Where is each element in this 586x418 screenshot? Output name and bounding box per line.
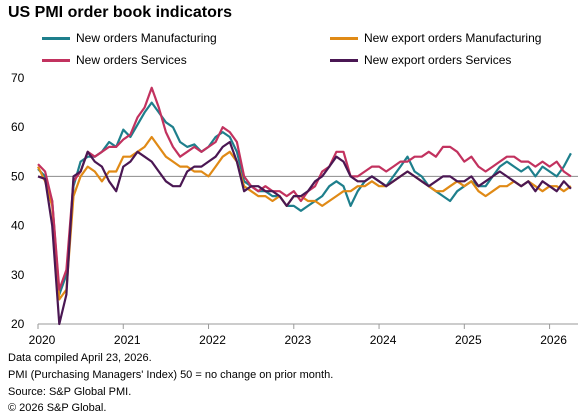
series-line-new-export-orders-manufacturing [37,135,572,301]
footnote-pmi-definition: PMI (Purchasing Managers' Index) 50 = no… [8,369,334,381]
legend-label: New export orders Manufacturing [364,31,542,45]
legend-item: New orders Services [42,53,187,67]
x-tick-label: 2022 [199,333,226,347]
series-line-new-export-orders-services [37,140,572,326]
footnote-copyright: © 2026 S&P Global. [8,402,107,414]
x-tick-label: 2026 [540,333,567,347]
y-tick-label: 20 [11,317,25,331]
x-tick-label: 2025 [455,333,482,347]
chart-title: US PMI order book indicators [8,4,233,21]
footnote-data-compiled: Data compiled April 23, 2026. [8,352,152,364]
y-tick-label: 50 [11,169,25,183]
y-tick-label: 60 [11,120,25,134]
legend-label: New export orders Services [364,53,512,67]
x-tick-label: 2021 [114,333,141,347]
series-line-new-orders-services [37,86,572,291]
x-tick-label: 2020 [29,333,56,347]
legend-swatch [42,37,70,41]
footnote-source: Source: S&P Global PMI. [8,386,132,398]
legend-label: New orders Services [76,53,187,67]
legend-item: New export orders Manufacturing [330,31,541,45]
legend-swatch [42,59,70,63]
x-tick-label: 2023 [284,333,311,347]
legend-label: New orders Manufacturing [76,31,217,45]
x-tick-label: 2024 [370,333,397,347]
legend-swatch [330,37,358,41]
series-line-new-orders-manufacturing [37,101,572,296]
y-tick-label: 40 [11,219,25,233]
y-tick-label: 30 [11,268,25,282]
y-tick-label: 70 [11,71,25,85]
legend-item: New export orders Services [330,53,511,67]
legend-swatch [330,59,358,63]
legend-item: New orders Manufacturing [42,31,217,45]
